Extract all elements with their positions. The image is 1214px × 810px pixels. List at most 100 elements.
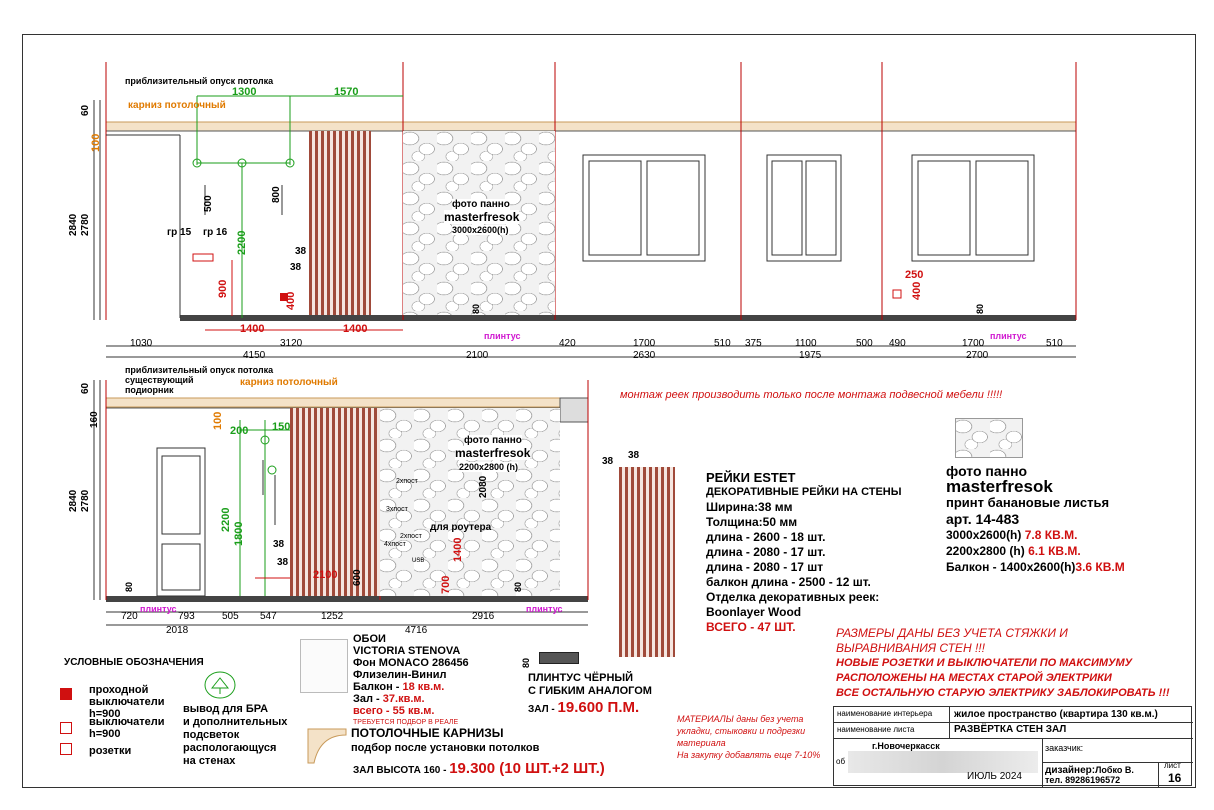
legend-pass-2: выключатели bbox=[89, 696, 165, 708]
photo-panel-brand: masterfresok bbox=[946, 477, 1053, 496]
dim-label: 510 bbox=[1046, 338, 1063, 349]
lower-sock-3: 3хпост bbox=[386, 506, 408, 513]
legend-pass-swatch bbox=[60, 688, 72, 700]
legend-switch-1: выключатели bbox=[89, 716, 165, 728]
wallpaper-t2: VICTORIA STENOVA bbox=[353, 645, 461, 657]
plinth-line: ЗАЛ - 19.600 П.М. bbox=[528, 699, 639, 717]
total-label: 4150 bbox=[243, 350, 266, 361]
lower-usb: USB bbox=[412, 558, 425, 564]
tb-int-label: наименование интерьера bbox=[837, 709, 933, 718]
rails-total: ВСЕГО - 47 ШТ. bbox=[706, 620, 796, 634]
top-cornice-label: карниз потолочный bbox=[128, 100, 226, 111]
lower-plinth-b: плинтус bbox=[526, 604, 563, 614]
plinth-zal: ЗАЛ - bbox=[528, 704, 558, 715]
rails-l1: длина - 2600 - 18 шт. bbox=[706, 530, 826, 544]
photo-panel-s1: 3000x2600(h) bbox=[946, 528, 1022, 542]
materials-t3: материала bbox=[677, 738, 726, 748]
legend-bra: вывод для БРА и дополнительных подсветок… bbox=[183, 703, 287, 768]
red-note-5: ВСЕ ОСТАЛЬНУЮ СТАРУЮ ЭЛЕКТРИКУ ЗАБЛОКИРО… bbox=[836, 687, 1170, 699]
slats-sample-w2: 38 bbox=[628, 450, 640, 461]
dim-label: 510 bbox=[714, 338, 731, 349]
plinth-t1: ПЛИНТУС ЧЁРНЫЙ bbox=[528, 672, 634, 684]
lower-dim-38a: 38 bbox=[273, 539, 285, 550]
legend-switch-swatch bbox=[60, 722, 72, 734]
lower-dim-200: 200 bbox=[230, 425, 249, 437]
top-gr15: гр 15 bbox=[167, 227, 192, 238]
photo-panel-s3: Балкон - 1400x2600(h) bbox=[946, 560, 1076, 574]
rails-wood: Boonlayer Wood bbox=[706, 605, 802, 619]
tb-designer-name: Лобко В. bbox=[1095, 765, 1134, 775]
dim-label: 1700 bbox=[962, 338, 985, 349]
top-dim-250: 250 bbox=[905, 269, 924, 281]
tb-designer-label: дизайнер: bbox=[1045, 765, 1096, 776]
lower-dim-2200: 2200 bbox=[220, 507, 232, 532]
slats-sample-w1: 38 bbox=[602, 456, 614, 467]
top-slat-38b: 38 bbox=[290, 262, 302, 273]
lower-dim-80a: 80 bbox=[124, 581, 134, 592]
legend-bra-3: подсветок bbox=[183, 729, 240, 741]
top-plinth-b: плинтус bbox=[990, 331, 1027, 341]
dim-label: 720 bbox=[121, 611, 138, 622]
tb-designer: дизайнер:Лобко В. bbox=[1045, 765, 1134, 776]
slats-sample bbox=[619, 467, 675, 657]
legend-bra-1: вывод для БРА bbox=[183, 703, 269, 715]
plinth-dim: 80 bbox=[521, 657, 531, 668]
dim-label: 793 bbox=[178, 611, 195, 622]
lower-sock-4: 4хпост bbox=[384, 541, 406, 548]
dim-label: 490 bbox=[889, 338, 906, 349]
top-photo-size: 3000x2600(h) bbox=[452, 225, 509, 235]
dim-label: 1100 bbox=[795, 338, 817, 349]
total-label: 2100 bbox=[466, 350, 489, 361]
total-label: 2630 bbox=[633, 350, 656, 361]
dim-label: 500 bbox=[856, 338, 873, 349]
dim-label: 1252 bbox=[321, 611, 344, 622]
tb-list-label: лист bbox=[1164, 761, 1181, 770]
rails-l3: длина - 2080 - 17 шт bbox=[706, 560, 824, 574]
lower-existing: существующий bbox=[125, 375, 194, 385]
lower-dim-700: 700 bbox=[440, 575, 452, 594]
legend-pass-1: проходной bbox=[89, 684, 149, 696]
lower-dim-2080: 2080 bbox=[478, 475, 489, 498]
lower-cornice-label: карниз потолочный bbox=[240, 377, 338, 388]
rails-l2: длина - 2080 - 17 шт. bbox=[706, 545, 826, 559]
wallpaper-zv: 37.кв.м. bbox=[382, 693, 425, 705]
wallpaper-swatch bbox=[300, 639, 348, 693]
materials-note: МАТЕРИАЛЫ даны без учета укладки, стыков… bbox=[677, 713, 820, 761]
legend-sockets: розетки bbox=[89, 745, 132, 757]
wallpaper-b: Балкон - bbox=[353, 681, 403, 693]
wallpaper-t4: Флизелин-Винил bbox=[353, 669, 447, 681]
wallpaper-t3: Фон MONACO 286456 bbox=[353, 657, 469, 669]
top-dim-1300: 1300 bbox=[232, 86, 257, 98]
dim-label: 2916 bbox=[472, 611, 495, 622]
cornice-t1: ПОТОЛОЧНЫЕ КАРНИЗЫ bbox=[351, 726, 504, 740]
total-label: 2700 bbox=[966, 350, 989, 361]
total-label: 2018 bbox=[166, 625, 189, 636]
top-photo-brand: masterfresok bbox=[444, 210, 520, 224]
tb-ob: об bbox=[836, 757, 846, 766]
photo-panel-swatch bbox=[955, 418, 1023, 458]
tb-customer: заказчик: bbox=[1045, 743, 1084, 753]
tb-city: г.Новочеркасск bbox=[872, 741, 940, 751]
photo-panel-art: арт. 14-483 bbox=[946, 511, 1020, 527]
lower-dim-2100: 2100 bbox=[313, 569, 338, 581]
lower-dim-2780: 2780 bbox=[80, 489, 91, 512]
socket-icon bbox=[60, 743, 72, 755]
red-notes: РАЗМЕРЫ ДАНЫ БЕЗ УЧЕТА СТЯЖКИ И ВЫРАВНИВ… bbox=[836, 626, 1170, 701]
rails-subtitle: ДЕКОРАТИВНЫЕ РЕЙКИ НА СТЕНЫ bbox=[706, 486, 902, 498]
rails-finish: Отделка декоративных реек: bbox=[706, 590, 880, 604]
top-photo-title: фото панно bbox=[452, 199, 510, 210]
top-gr16: гр 16 bbox=[203, 227, 228, 238]
dim-label: 505 bbox=[222, 611, 239, 622]
materials-t4: На закупку добавлять еще 7-10% bbox=[677, 750, 821, 760]
photo-panel-spec: фото панно masterfresok принт банановые … bbox=[946, 463, 1125, 575]
lower-ceiling-note: приблизительный опуск потолка bbox=[125, 365, 274, 375]
tb-int-value: жилое пространство (квартира 130 кв.м.) bbox=[954, 709, 1158, 720]
mount-note: монтаж реек производить только после мон… bbox=[620, 389, 1003, 401]
lower-dim-80b: 80 bbox=[513, 581, 523, 592]
wallpaper-all: всего - 55 кв.м. bbox=[353, 705, 435, 717]
dim-label: 3120 bbox=[280, 338, 303, 349]
tb-sheet-label: наименование листа bbox=[837, 725, 915, 734]
lower-dim-60: 60 bbox=[80, 382, 91, 394]
top-dim-1400b: 1400 bbox=[343, 323, 368, 335]
